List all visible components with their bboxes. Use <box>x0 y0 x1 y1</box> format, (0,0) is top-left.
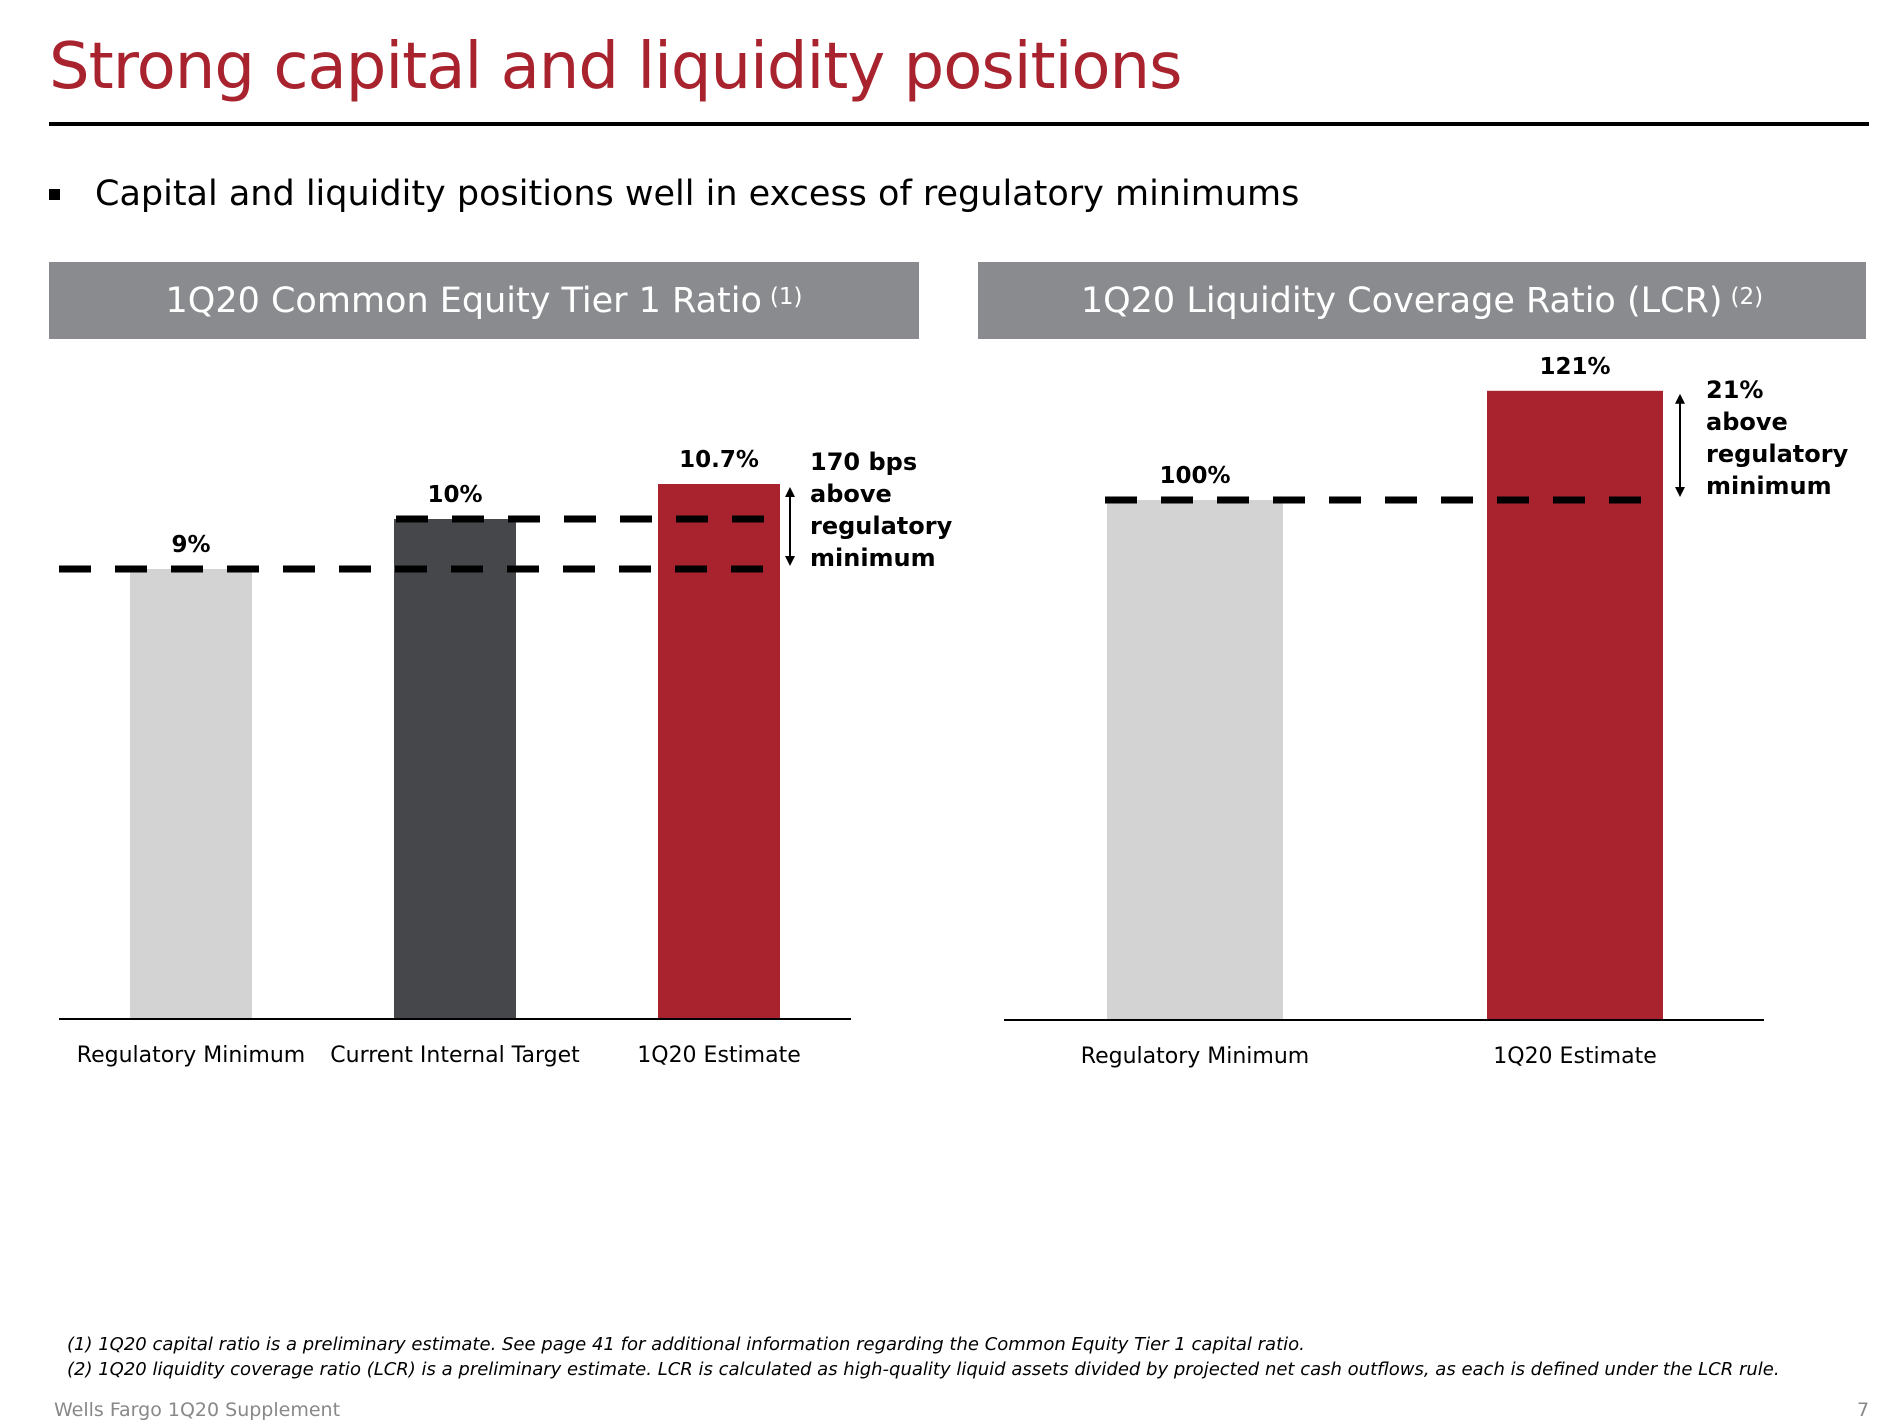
lcr-chart: 100% Regulatory Minimum 121% 1Q20 Estimate 2… <box>1004 354 1849 1069</box>
annotation-line-3: regulatory <box>810 512 953 540</box>
annotation-line-1: 21% <box>1706 376 1763 404</box>
chart1-title: 1Q20 Common Equity Tier 1 Ratio <box>165 280 762 321</box>
annotation-line-4: minimum <box>810 544 936 572</box>
title-divider <box>49 122 1869 126</box>
category-label-2: Current Internal Target <box>330 1043 580 1068</box>
value-label-1: 9% <box>171 532 210 558</box>
category-label-1: Regulatory Minimum <box>77 1043 305 1068</box>
bar-2 <box>394 519 516 1019</box>
bar-3 <box>658 484 780 1019</box>
annotation-line-4: minimum <box>1706 472 1832 500</box>
annotation-line-2: above <box>1706 408 1788 436</box>
category-label-3: 1Q20 Estimate <box>637 1043 800 1068</box>
value-label-2: 10% <box>427 482 482 508</box>
category-label-2: 1Q20 Estimate <box>1493 1044 1656 1069</box>
value-label-3: 10.7% <box>679 447 759 473</box>
bar-1 <box>130 569 252 1019</box>
category-label-1: Regulatory Minimum <box>1081 1044 1309 1069</box>
chart2-title-footnote-ref: (2) <box>1730 283 1764 310</box>
page-title: Strong capital and liquidity positions <box>49 30 1182 104</box>
chart2-header: 1Q20 Liquidity Coverage Ratio (LCR) (2) <box>978 262 1866 339</box>
chart2-title: 1Q20 Liquidity Coverage Ratio (LCR) <box>1080 280 1723 321</box>
footer-source: Wells Fargo 1Q20 Supplement <box>54 1399 341 1421</box>
bullet-point: Capital and liquidity positions well in … <box>49 174 1299 214</box>
value-label-2: 121% <box>1539 354 1610 380</box>
cet1-ratio-chart: 9% Regulatory Minimum 10% Current Internal … <box>59 447 953 1068</box>
bullet-square-icon <box>49 188 60 200</box>
footnote-1: (1) 1Q20 capital ratio is a preliminary … <box>67 1334 1305 1355</box>
annotation-line-1: 170 bps <box>810 448 917 476</box>
charts-canvas: 9% Regulatory Minimum 10% Current Internal … <box>59 354 1849 1069</box>
bar-2 <box>1487 390 1663 1020</box>
bullet-text: Capital and liquidity positions well in … <box>95 174 1300 214</box>
value-label-1: 100% <box>1159 463 1230 489</box>
bar-1 <box>1107 500 1283 1020</box>
page-number: 7 <box>1857 1399 1870 1421</box>
annotation-line-3: regulatory <box>1706 440 1849 468</box>
chart1-title-footnote-ref: (1) <box>769 283 803 310</box>
chart1-header: 1Q20 Common Equity Tier 1 Ratio (1) <box>49 262 919 339</box>
annotation-line-2: above <box>810 480 892 508</box>
footnote-2: (2) 1Q20 liquidity coverage ratio (LCR) … <box>67 1359 1780 1380</box>
